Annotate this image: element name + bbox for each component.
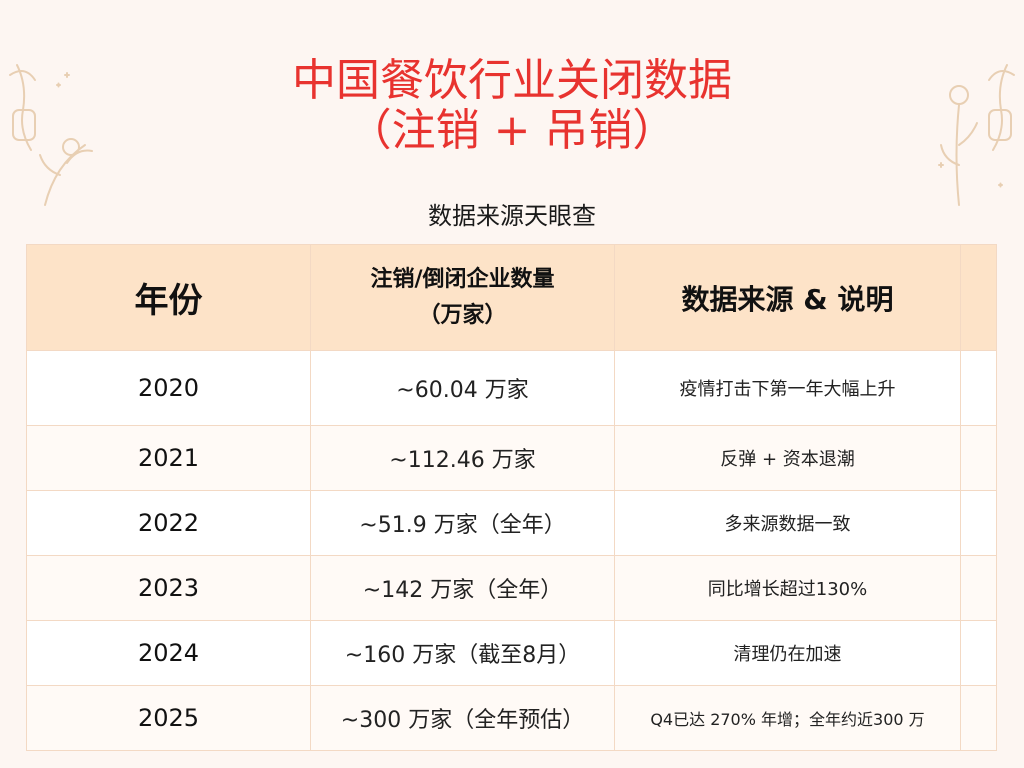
title-line-1: 中国餐饮行业关闭数据	[292, 55, 732, 106]
cell-count: ~300 万家（全年预估）	[310, 685, 615, 751]
table-row: 2020 ~60.04 万家 疫情打击下第一年大幅上升	[26, 350, 997, 426]
cell-note: 疫情打击下第一年大幅上升	[614, 350, 961, 426]
table-row: 2024 ~160 万家（截至8月） 清理仍在加速	[26, 620, 997, 686]
floral-sketch-left-icon	[9, 64, 93, 206]
source-note: 数据来源天眼查	[428, 202, 596, 230]
cell-empty	[960, 620, 997, 686]
table-header-row: 年份 注销/倒闭企业数量 （万家） 数据来源 & 说明	[26, 244, 997, 351]
table-row: 2022 ~51.9 万家（全年） 多来源数据一致	[26, 490, 997, 556]
header-count-line-2: （万家）	[418, 302, 507, 328]
cell-note: Q4已达 270% 年增；全年约近300 万	[614, 685, 961, 751]
cell-note: 反弹 + 资本退潮	[614, 425, 961, 491]
cell-year: 2023	[26, 555, 311, 621]
cell-note: 同比增长超过130%	[614, 555, 961, 621]
closure-data-table: 年份 注销/倒闭企业数量 （万家） 数据来源 & 说明 2020 ~60.04 …	[26, 244, 997, 751]
cell-empty	[960, 425, 997, 491]
table-row: 2025 ~300 万家（全年预估） Q4已达 270% 年增；全年约近300 …	[26, 685, 997, 751]
cell-count: ~51.9 万家（全年）	[310, 490, 615, 556]
cell-note: 清理仍在加速	[614, 620, 961, 686]
cell-empty	[960, 350, 997, 426]
header-empty-cell	[960, 244, 997, 351]
cell-year: 2020	[26, 350, 311, 426]
table-row: 2023 ~142 万家（全年） 同比增长超过130%	[26, 555, 997, 621]
header-count: 注销/倒闭企业数量 （万家）	[310, 244, 615, 351]
cell-year: 2024	[26, 620, 311, 686]
page-title: 中国餐饮行业关闭数据 （注销 + 吊销）	[0, 56, 1024, 156]
cell-count: ~160 万家（截至8月）	[310, 620, 615, 686]
floral-sketch-right-icon	[938, 64, 1015, 206]
header-note: 数据来源 & 说明	[614, 244, 961, 351]
cell-count: ~142 万家（全年）	[310, 555, 615, 621]
cell-note: 多来源数据一致	[614, 490, 961, 556]
cell-empty	[960, 490, 997, 556]
cell-year: 2022	[26, 490, 311, 556]
title-line-2: （注销 + 吊销）	[347, 105, 677, 156]
cell-count: ~112.46 万家	[310, 425, 615, 491]
table-row: 2021 ~112.46 万家 反弹 + 资本退潮	[26, 425, 997, 491]
cell-count: ~60.04 万家	[310, 350, 615, 426]
cell-year: 2021	[26, 425, 311, 491]
cell-empty	[960, 555, 997, 621]
cell-year: 2025	[26, 685, 311, 751]
cell-empty	[960, 685, 997, 751]
header-count-line-1: 注销/倒闭企业数量	[370, 266, 555, 292]
header-year: 年份	[26, 244, 311, 351]
